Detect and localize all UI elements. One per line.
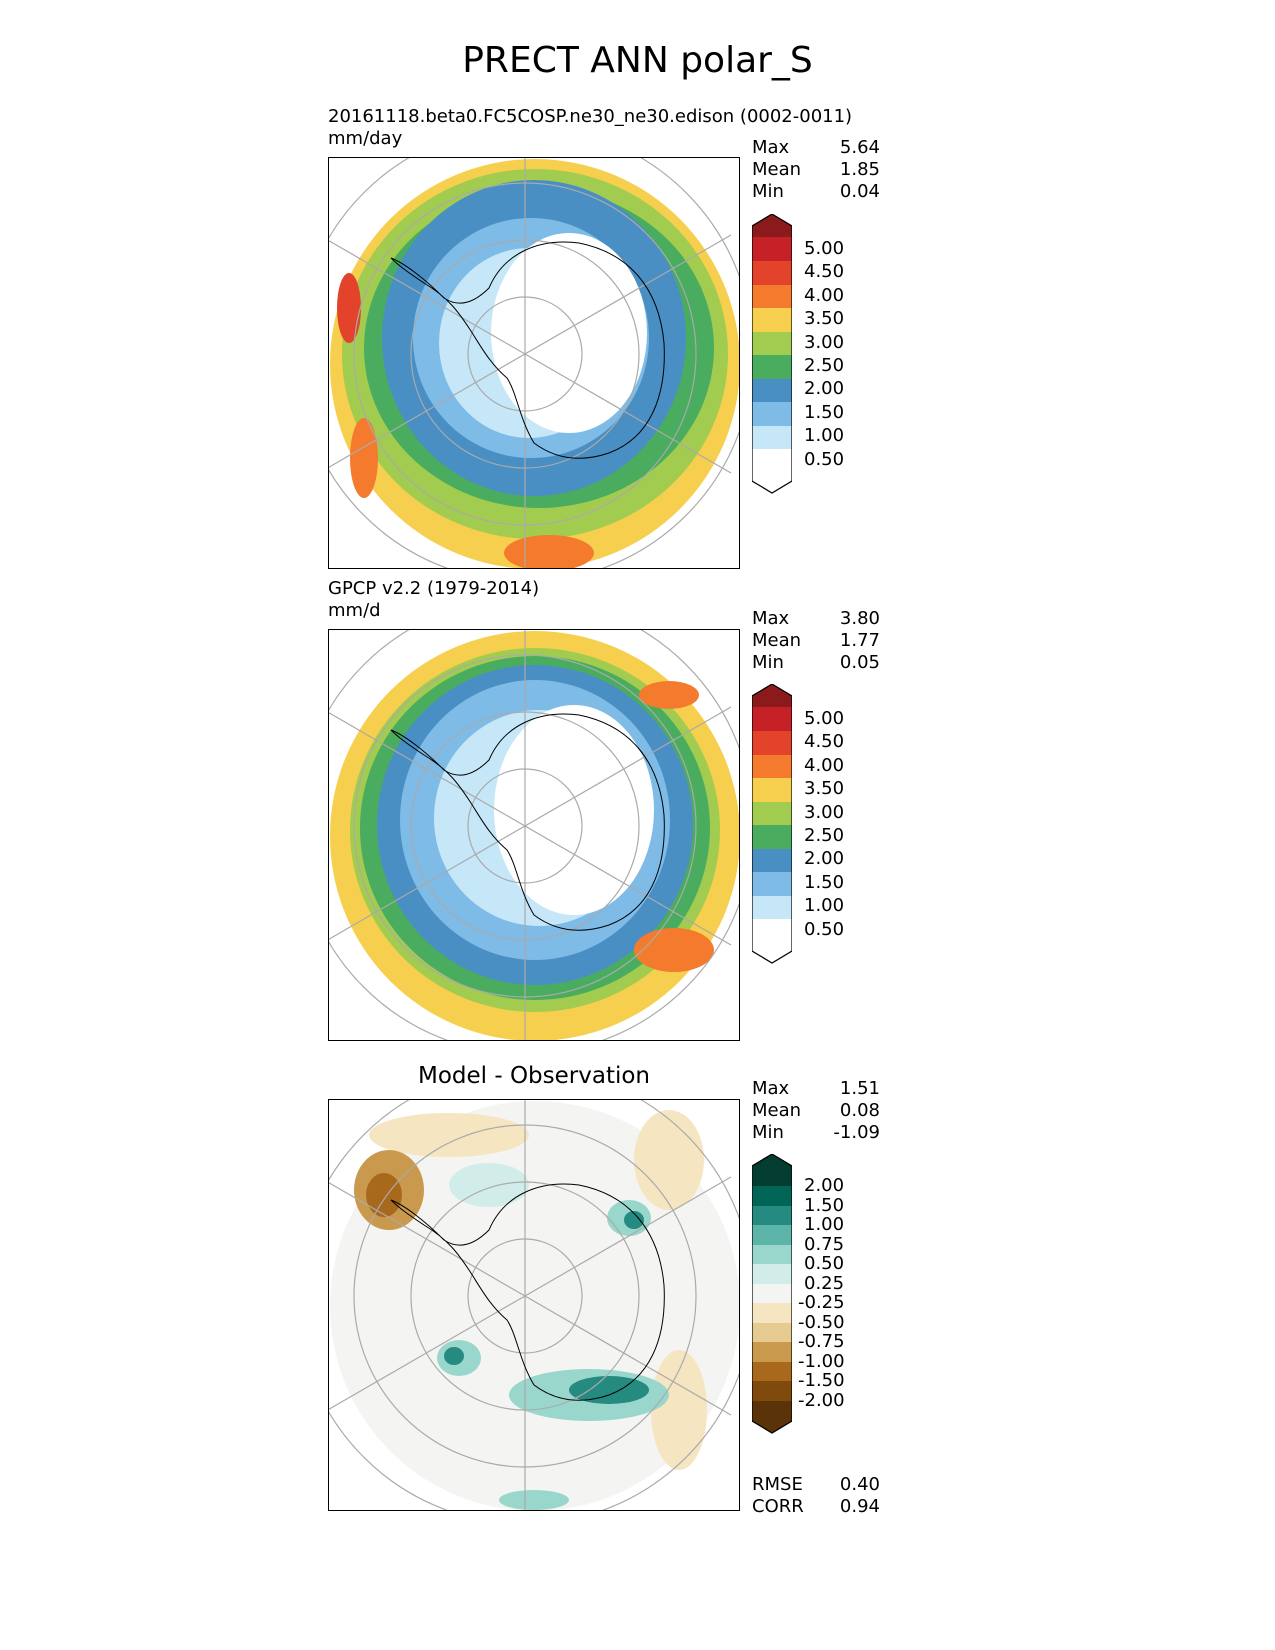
precip-max-region xyxy=(337,273,361,343)
colorbar-label: 0.25 xyxy=(804,1273,845,1294)
colorbar-label: 0.50 xyxy=(804,919,845,940)
test-polar-map xyxy=(328,157,740,569)
colorbar-label: 5.00 xyxy=(804,238,845,259)
diff-panel-title: Model - Observation xyxy=(417,1063,651,1089)
colorbar-label: 4.00 xyxy=(804,285,845,306)
colorbar-label: -0.50 xyxy=(798,1312,845,1333)
page-title: PRECT ANN polar_S xyxy=(462,40,813,81)
stat-min: Min 0.04 xyxy=(752,181,880,202)
reference-polar-map xyxy=(328,629,740,1041)
precip-band-0-0.5 xyxy=(494,705,654,915)
stat-max: Max 5.64 xyxy=(752,137,880,158)
colorbar-label: -1.00 xyxy=(798,1351,845,1372)
colorbar-label: 3.00 xyxy=(804,802,845,823)
colorbar-label: 2.00 xyxy=(804,848,845,869)
antarctica-coastline xyxy=(390,713,665,931)
reference-panel-title: GPCP v2.2 (1979-2014) xyxy=(328,578,540,599)
metric-rmse: RMSE 0.40 xyxy=(752,1474,880,1495)
colorbar-label: 2.00 xyxy=(804,1175,845,1196)
diff-positive-region xyxy=(624,1211,644,1229)
colorbar-label: 3.50 xyxy=(804,308,845,329)
colorbar-label: 2.50 xyxy=(804,355,845,376)
antarctica-coastline xyxy=(390,241,665,459)
stat-min: Min 0.05 xyxy=(752,652,880,673)
stat-mean: Mean 1.77 xyxy=(752,630,880,651)
colorbar-label: 1.00 xyxy=(804,1214,845,1235)
stat-max: Max 1.51 xyxy=(752,1078,880,1099)
colorbar-label: -0.25 xyxy=(798,1292,845,1313)
diff-negative-region xyxy=(634,1110,704,1210)
diff-stats: Max 1.51 Mean 0.08 Min -1.09 xyxy=(752,1078,880,1144)
diff-polar-map xyxy=(328,1099,740,1511)
diff-positive-region xyxy=(449,1163,529,1207)
colorbar-label: -2.00 xyxy=(798,1390,845,1411)
precip-colorbar-1: 5.00 4.50 4.00 3.50 3.00 2.50 2.00 1.50 … xyxy=(751,213,912,494)
diff-negative-region xyxy=(366,1173,402,1217)
colorbar-label: 0.75 xyxy=(804,1234,845,1255)
graticule xyxy=(329,1100,739,1510)
stat-mean: Mean 0.08 xyxy=(752,1100,880,1121)
diff-colorbar: 2.00 1.50 1.00 0.75 0.50 0.25 -0.25 -0.5… xyxy=(751,1153,912,1434)
reference-panel-units: mm/d xyxy=(328,600,381,621)
colorbar-label: 4.50 xyxy=(804,731,845,752)
colorbar-label: 3.50 xyxy=(804,778,845,799)
stat-max: Max 3.80 xyxy=(752,608,880,629)
graticule xyxy=(329,158,739,568)
test-panel-title: 20161118.beta0.FC5COSP.ne30_ne30.edison … xyxy=(328,106,853,127)
diff-positive-region xyxy=(444,1347,464,1365)
diff-positive-region xyxy=(569,1376,649,1404)
colorbar-label: 5.00 xyxy=(804,708,845,729)
diff-metrics: RMSE 0.40 CORR 0.94 xyxy=(752,1474,880,1518)
diff-positive-region xyxy=(499,1490,569,1510)
stat-mean: Mean 1.85 xyxy=(752,159,880,180)
colorbar-label: 4.00 xyxy=(804,755,845,776)
colorbar-swatches xyxy=(751,213,793,494)
colorbar-label: 0.50 xyxy=(804,1253,845,1274)
metric-corr: CORR 0.94 xyxy=(752,1496,880,1517)
graticule xyxy=(329,630,739,1040)
colorbar-label: 1.00 xyxy=(804,895,845,916)
colorbar-label: 1.50 xyxy=(804,872,845,893)
antarctica-coastline xyxy=(390,1183,665,1401)
colorbar-label: 1.00 xyxy=(804,425,845,446)
colorbar-swatches xyxy=(751,1153,793,1434)
diff-negative-region xyxy=(651,1350,707,1470)
reference-stats: Max 3.80 Mean 1.77 Min 0.05 xyxy=(752,608,880,674)
precip-high-region xyxy=(634,928,714,972)
stat-min: Min -1.09 xyxy=(752,1122,880,1143)
colorbar-label: 1.50 xyxy=(804,1195,845,1216)
precip-colorbar-2: 5.00 4.50 4.00 3.50 3.00 2.50 2.00 1.50 … xyxy=(751,683,912,964)
colorbar-swatches xyxy=(751,683,793,964)
test-panel-units: mm/day xyxy=(328,128,403,149)
colorbar-label: 2.00 xyxy=(804,378,845,399)
colorbar-label: 3.00 xyxy=(804,332,845,353)
colorbar-label: 2.50 xyxy=(804,825,845,846)
diff-negative-region xyxy=(369,1113,529,1157)
test-stats: Max 5.64 Mean 1.85 Min 0.04 xyxy=(752,137,880,203)
colorbar-label: -1.50 xyxy=(798,1370,845,1391)
colorbar-label: 1.50 xyxy=(804,402,845,423)
precip-high-region xyxy=(639,681,699,709)
colorbar-label: 4.50 xyxy=(804,261,845,282)
precip-high-region xyxy=(504,535,594,568)
precip-high-region xyxy=(350,418,378,498)
colorbar-label: -0.75 xyxy=(798,1331,845,1352)
precip-band-0-0.5 xyxy=(491,233,647,433)
colorbar-label: 0.50 xyxy=(804,449,845,470)
